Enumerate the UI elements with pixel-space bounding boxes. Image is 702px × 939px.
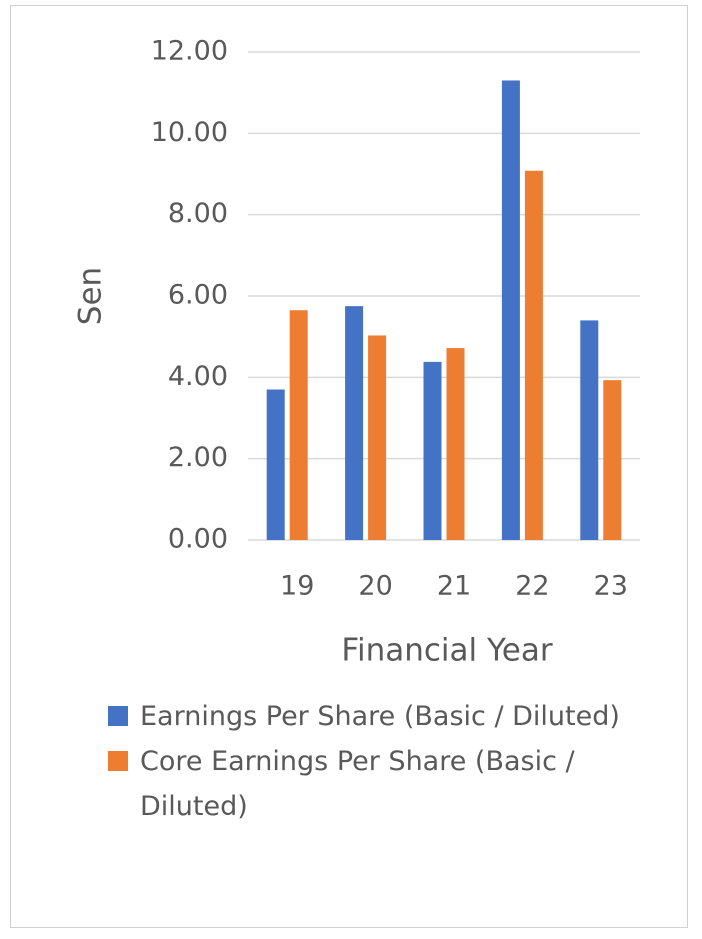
y-axis-label: Sen (73, 267, 109, 325)
bar (524, 170, 543, 540)
legend-label: Core Earnings Per Share (Basic / Diluted… (140, 746, 575, 822)
legend-swatch (108, 706, 128, 726)
x-tick-label: 23 (594, 571, 628, 602)
legend-item: Earnings Per Share (Basic / Diluted) (108, 694, 648, 739)
x-tick-label: 19 (280, 571, 314, 602)
x-axis-label: Financial Year (341, 633, 552, 669)
bar (423, 361, 442, 540)
y-tick-label: 8.00 (168, 198, 228, 229)
bar (289, 310, 308, 540)
bar (501, 80, 520, 540)
y-tick-label: 10.00 (151, 117, 228, 148)
x-tick-label: 21 (437, 571, 471, 602)
y-tick-label: 6.00 (168, 280, 228, 311)
y-tick-label: 4.00 (168, 361, 228, 392)
x-tick-label: 20 (358, 571, 392, 602)
bar (368, 335, 387, 540)
chart-frame (10, 5, 688, 928)
bar (603, 380, 622, 540)
x-tick-label: 22 (515, 571, 549, 602)
bar (266, 389, 285, 540)
y-tick-label: 2.00 (168, 442, 228, 473)
y-tick-label: 0.00 (168, 524, 228, 555)
legend-label: Earnings Per Share (Basic / Diluted) (140, 701, 620, 732)
legend-swatch (108, 751, 128, 771)
legend: Earnings Per Share (Basic / Diluted) Core… (108, 694, 648, 829)
bar (446, 348, 465, 540)
legend-item: Core Earnings Per Share (Basic / Diluted… (108, 739, 648, 829)
bar (580, 320, 599, 540)
bar (345, 306, 364, 540)
y-tick-label: 12.00 (151, 36, 228, 67)
